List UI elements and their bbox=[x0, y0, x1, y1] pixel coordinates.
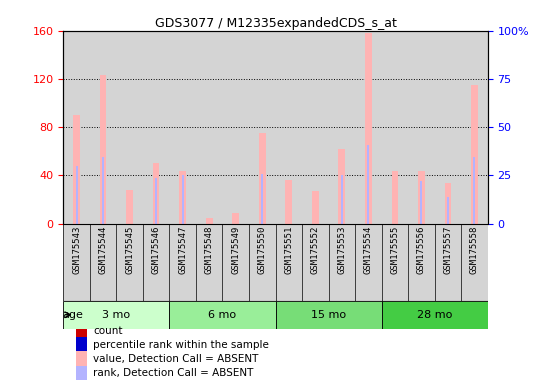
Bar bbox=[302, 223, 328, 301]
Bar bbox=[355, 223, 381, 301]
Text: GSM175543: GSM175543 bbox=[72, 226, 81, 274]
Text: GSM175558: GSM175558 bbox=[470, 226, 479, 274]
Bar bbox=[196, 223, 223, 301]
Bar bbox=[116, 31, 143, 223]
Bar bbox=[206, 218, 213, 223]
Bar bbox=[116, 223, 143, 301]
Text: value, Detection Call = ABSENT: value, Detection Call = ABSENT bbox=[93, 354, 258, 364]
Bar bbox=[90, 31, 116, 223]
Bar bbox=[76, 324, 87, 338]
Bar bbox=[381, 301, 488, 329]
Bar bbox=[461, 31, 488, 223]
Bar bbox=[223, 223, 249, 301]
Bar bbox=[285, 180, 292, 223]
Bar bbox=[153, 163, 159, 223]
Bar bbox=[249, 31, 276, 223]
Text: count: count bbox=[93, 326, 122, 336]
Text: GSM175557: GSM175557 bbox=[444, 226, 452, 274]
Bar bbox=[75, 166, 78, 223]
Bar bbox=[182, 175, 183, 223]
Bar bbox=[341, 175, 343, 223]
Bar bbox=[126, 190, 133, 223]
Text: GSM175551: GSM175551 bbox=[284, 226, 293, 274]
Text: GSM175553: GSM175553 bbox=[337, 226, 346, 274]
Text: GSM175546: GSM175546 bbox=[152, 226, 161, 274]
Bar bbox=[392, 170, 398, 223]
Bar bbox=[249, 223, 276, 301]
Text: GSM175550: GSM175550 bbox=[258, 226, 267, 274]
Bar bbox=[196, 31, 223, 223]
Bar bbox=[471, 85, 478, 223]
Bar bbox=[461, 223, 488, 301]
Text: 6 mo: 6 mo bbox=[208, 310, 236, 320]
Bar bbox=[302, 31, 328, 223]
Bar bbox=[90, 223, 116, 301]
Bar bbox=[381, 31, 408, 223]
Bar bbox=[76, 338, 87, 352]
Bar bbox=[355, 31, 381, 223]
Text: rank, Detection Call = ABSENT: rank, Detection Call = ABSENT bbox=[93, 368, 253, 378]
Text: GSM175556: GSM175556 bbox=[417, 226, 426, 274]
Text: percentile rank within the sample: percentile rank within the sample bbox=[93, 340, 269, 350]
Bar bbox=[435, 31, 461, 223]
Text: age: age bbox=[63, 310, 84, 320]
Bar bbox=[473, 157, 476, 223]
Bar bbox=[276, 31, 302, 223]
Bar bbox=[73, 115, 80, 223]
Text: 15 mo: 15 mo bbox=[311, 310, 346, 320]
Bar bbox=[420, 182, 423, 223]
Bar bbox=[261, 174, 263, 223]
Bar bbox=[63, 31, 90, 223]
Bar bbox=[368, 145, 369, 223]
Title: GDS3077 / M12335expandedCDS_s_at: GDS3077 / M12335expandedCDS_s_at bbox=[155, 17, 396, 30]
Bar bbox=[408, 31, 435, 223]
Bar bbox=[328, 223, 355, 301]
Bar bbox=[63, 223, 90, 301]
Bar bbox=[418, 170, 425, 223]
Text: 28 mo: 28 mo bbox=[417, 310, 452, 320]
Text: GSM175544: GSM175544 bbox=[99, 226, 107, 274]
Bar bbox=[435, 223, 461, 301]
Text: GSM175552: GSM175552 bbox=[311, 226, 320, 274]
Bar bbox=[170, 31, 196, 223]
Text: 3 mo: 3 mo bbox=[102, 310, 131, 320]
Text: GSM175554: GSM175554 bbox=[364, 226, 373, 274]
Text: GSM175545: GSM175545 bbox=[125, 226, 134, 274]
Bar bbox=[233, 213, 239, 223]
Bar bbox=[143, 223, 169, 301]
Bar bbox=[100, 75, 106, 223]
Bar bbox=[76, 351, 87, 366]
Bar bbox=[155, 178, 157, 223]
Bar bbox=[447, 197, 449, 223]
Bar bbox=[338, 149, 345, 223]
Text: GSM175548: GSM175548 bbox=[205, 226, 214, 274]
Bar bbox=[408, 223, 435, 301]
Text: GSM175549: GSM175549 bbox=[231, 226, 240, 274]
Bar bbox=[365, 33, 371, 223]
Bar bbox=[143, 31, 169, 223]
Bar bbox=[63, 301, 170, 329]
Text: GSM175547: GSM175547 bbox=[178, 226, 187, 274]
Bar bbox=[223, 31, 249, 223]
Bar bbox=[76, 366, 87, 380]
Bar bbox=[312, 191, 318, 223]
Text: GSM175555: GSM175555 bbox=[390, 226, 399, 274]
Bar bbox=[259, 133, 266, 223]
Bar bbox=[328, 31, 355, 223]
Bar bbox=[180, 170, 186, 223]
Bar bbox=[276, 301, 381, 329]
Bar bbox=[276, 223, 302, 301]
Bar bbox=[102, 157, 104, 223]
Bar bbox=[445, 183, 451, 223]
Bar bbox=[381, 223, 408, 301]
Bar bbox=[170, 301, 276, 329]
Bar bbox=[170, 223, 196, 301]
